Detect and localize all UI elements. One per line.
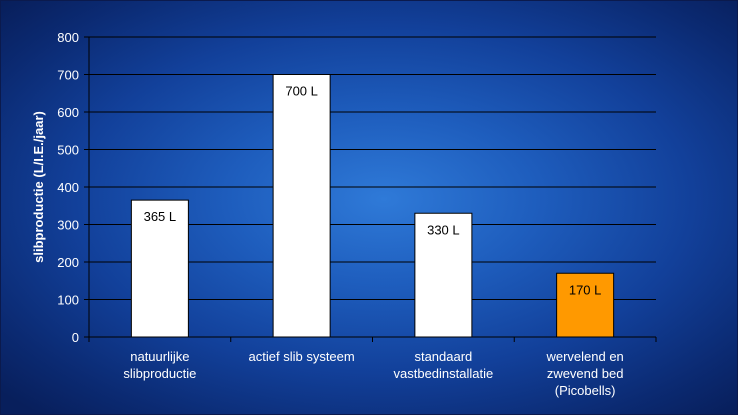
data-label: 170 L <box>569 282 602 297</box>
bar <box>414 212 473 338</box>
bar <box>130 199 189 338</box>
data-label: 330 L <box>427 222 460 237</box>
data-label: 365 L <box>144 209 177 224</box>
bar <box>556 272 615 338</box>
y-tick-label: 100 <box>57 293 79 308</box>
y-tick-label: 400 <box>57 180 79 195</box>
y-tick-label: 0 <box>72 330 79 345</box>
y-tick-label: 600 <box>57 105 79 120</box>
x-category-label: actief slib systeem <box>249 349 355 364</box>
labels: 0 100 200 300 400 500 600 700 800 365 L natuurlijk… <box>57 30 623 398</box>
x-category-label: standaard vastbedinstallatie <box>394 349 494 381</box>
y-tick-label: 800 <box>57 30 79 45</box>
data-label: 700 L <box>285 84 318 99</box>
x-category-label: wervelend en zwevend bed (Picobells) <box>545 349 623 398</box>
bars <box>130 74 615 338</box>
bar <box>272 74 331 338</box>
y-tick-label: 700 <box>57 68 79 83</box>
y-tick-label: 300 <box>57 218 79 233</box>
x-category-label: natuurlijke slibproductie <box>123 349 196 381</box>
y-tick-label: 500 <box>57 143 79 158</box>
y-tick-label: 200 <box>57 255 79 270</box>
y-axis-title: slibproductie (L/I.E./jaar) <box>31 111 46 263</box>
